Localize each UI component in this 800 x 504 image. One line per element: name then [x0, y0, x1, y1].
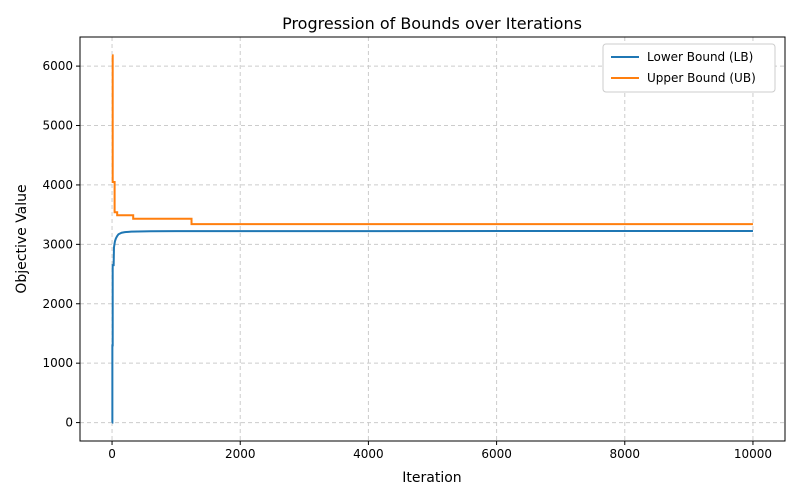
y-tick-label: 6000 — [42, 59, 73, 73]
legend-label: Upper Bound (UB) — [647, 71, 756, 85]
x-tick-label: 4000 — [353, 447, 384, 461]
plot-frame — [79, 36, 786, 442]
x-tick-label: 6000 — [481, 447, 512, 461]
legend-label: Lower Bound (LB) — [647, 50, 753, 64]
y-axis-label: Objective Value — [14, 184, 30, 293]
y-tick-label: 5000 — [42, 119, 73, 133]
y-tick-label: 2000 — [42, 297, 73, 311]
y-tick-label: 1000 — [42, 356, 73, 370]
x-tick-label: 8000 — [609, 447, 640, 461]
y-tick-label: 0 — [65, 416, 73, 430]
chart-title: Progression of Bounds over Iterations — [282, 14, 582, 33]
y-tick-label: 4000 — [42, 178, 73, 192]
x-tick-label: 10000 — [734, 447, 772, 461]
x-axis-label: Iteration — [402, 470, 461, 486]
x-tick-label: 2000 — [225, 447, 256, 461]
y-tick-label: 3000 — [42, 237, 73, 251]
series-line — [111, 54, 753, 226]
legend-box — [602, 43, 776, 93]
x-tick-label: 0 — [108, 447, 116, 461]
series-line — [111, 229, 753, 424]
